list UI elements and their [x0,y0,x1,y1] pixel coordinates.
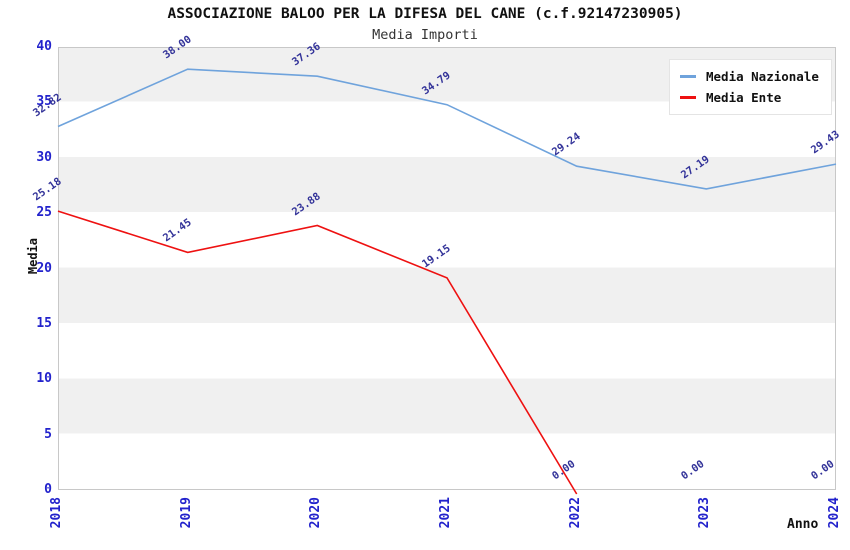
legend-swatch-media-ente [680,96,696,99]
y-tick-label: 20 [36,260,52,276]
x-tick-label: 2021 [438,497,453,529]
legend: Media Nazionale Media Ente [670,60,831,114]
x-tick-label: 2023 [697,497,713,529]
legend-item: Media Nazionale [680,66,819,87]
y-tick-label: 40 [36,39,52,54]
legend-label: Media Nazionale [706,69,819,84]
legend-swatch-media-nazionale [680,75,696,78]
x-tick-label: 2020 [308,497,324,529]
x-axis-title: Anno [787,517,819,532]
y-tick-label: 35 [36,94,52,110]
chart-title: ASSOCIAZIONE BALOO PER LA DIFESA DEL CAN… [167,6,683,22]
y-tick-label: 5 [44,426,52,442]
y-tick-label: 30 [36,149,52,165]
x-tick-label: 2024 [827,497,842,529]
chart-subtitle: Media Importi [372,27,478,43]
y-tick-label: 15 [36,315,52,331]
legend-item: Media Ente [680,87,819,108]
legend-label: Media Ente [706,90,782,105]
y-tick-label: 25 [36,205,52,221]
x-tick-label: 2022 [567,497,583,529]
y-axis-title: Media [26,238,40,275]
x-tick-label: 2019 [178,497,194,529]
y-tick-label: 10 [36,371,52,387]
x-tick-label: 2018 [49,497,64,529]
y-tick-label: 0 [44,482,52,497]
